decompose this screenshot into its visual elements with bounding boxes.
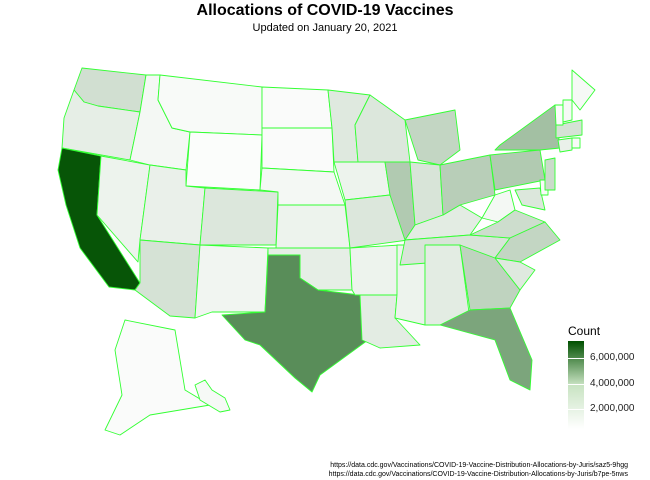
legend-tick-label: 4,000,000 [590,378,635,389]
legend-title: Count [568,324,601,338]
state-ar [349,244,401,296]
state-nd [261,86,333,129]
state-in [409,161,444,226]
state-ny [494,104,561,151]
state-md [514,187,546,211]
state-va [469,209,546,239]
state-mi [404,109,461,166]
states-layer [57,67,596,436]
state-sd [261,127,335,173]
legend-color-bar [568,341,584,429]
chart-title: Allocations of COVID-19 Vaccines [196,2,454,19]
state-ct [557,137,573,153]
state-wy [185,131,263,191]
state-tx [221,254,369,393]
state-az [134,239,201,319]
state-nh [562,99,573,123]
legend-tick-label: 6,000,000 [590,352,635,363]
state-ri [571,137,581,149]
state-wv [481,189,516,223]
state-ga [459,244,521,311]
legend-tick-label: 2,000,000 [590,403,635,414]
state-ia [333,161,391,201]
state-nj [544,157,556,191]
state-mt [157,74,263,136]
source-url: https://data.cdc.gov/Vaccinations/COVID-… [330,462,628,469]
chart-subtitle: Updated on January 20, 2021 [252,22,398,34]
state-co [199,187,279,246]
legend-tick-mark [568,409,584,410]
state-nm [194,244,269,319]
state-me [571,69,596,111]
state-hi [194,379,231,413]
state-sc [494,257,536,291]
legend-tick-mark [568,384,584,385]
state-vt [554,104,564,126]
state-fl [439,307,533,391]
state-ks [275,204,351,249]
state-pa [489,149,546,191]
source-url: https://data.cdc.gov/Vaccinations/COVID-… [328,471,628,478]
state-nv [96,155,151,263]
state-ak [104,319,211,436]
state-oh [439,154,496,216]
legend-tick-mark [568,358,584,359]
